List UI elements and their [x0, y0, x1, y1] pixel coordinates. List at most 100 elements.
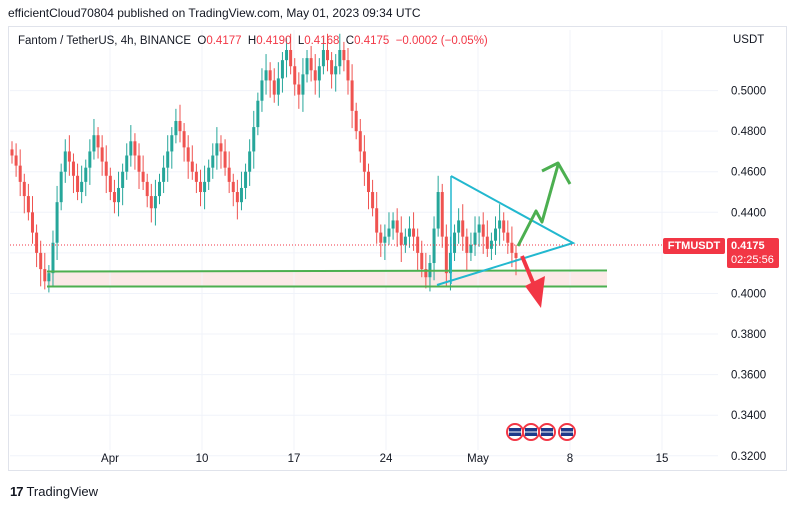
low-value: 0.4168 [304, 35, 340, 47]
candle-body [268, 70, 272, 81]
candle-body [14, 155, 18, 166]
candle-body [174, 121, 178, 136]
candle-body [358, 131, 362, 152]
candle-body [158, 181, 162, 197]
candle-body [514, 252, 518, 258]
candle-series [10, 33, 518, 293]
candle-body [194, 171, 198, 182]
candle-body [289, 50, 293, 67]
candle-body [506, 232, 510, 243]
candle-body [379, 232, 383, 243]
candle-body [84, 167, 88, 182]
candle-body [104, 161, 108, 176]
candle-body [375, 208, 379, 233]
y-tick-label: 0.4400 [731, 207, 766, 219]
candle-body [198, 181, 202, 193]
support-zone [47, 272, 607, 286]
x-tick-label: May [467, 453, 489, 465]
change-value: −0.0002 (−0.05%) [395, 35, 488, 47]
candle-body [326, 50, 330, 61]
y-tick-label: 0.3400 [731, 410, 766, 422]
candle-body [186, 147, 190, 162]
candle-body [112, 192, 116, 203]
symbol-tag: FTMUSDT [663, 238, 725, 254]
bar-countdown: 02:25:56 [731, 254, 774, 266]
us-flag-icon [558, 423, 576, 441]
triangle-pattern[interactable] [436, 175, 576, 286]
candle-body [211, 155, 215, 168]
candle-body [395, 220, 399, 233]
open-value: 0.4177 [206, 35, 242, 47]
candle-body [260, 80, 264, 101]
candle-body [301, 74, 305, 95]
candle-body [350, 80, 354, 111]
candle-body [485, 236, 489, 249]
candle-body [457, 220, 461, 233]
candle-body [141, 171, 145, 182]
candle-body [416, 236, 420, 253]
candle-body [424, 269, 428, 278]
x-tick-label: 17 [288, 453, 301, 465]
open-label: O [197, 35, 207, 47]
bullish-arrow[interactable] [516, 161, 572, 247]
tradingview-logo-icon: 17 [10, 484, 24, 499]
candle-body [297, 84, 301, 95]
candle-body [473, 232, 477, 245]
candle-body [80, 181, 84, 193]
x-axis-labels: Apr 10 17 24 May 8 15 [101, 453, 668, 465]
candle-body [223, 151, 227, 168]
candle-body [55, 202, 59, 243]
x-tick-label: Apr [101, 453, 119, 465]
support-line-top[interactable] [46, 269, 608, 273]
event-flags[interactable] [506, 423, 576, 441]
candle-body [10, 149, 14, 156]
candle-body [399, 232, 403, 245]
candle-body [366, 171, 370, 193]
candle-body [264, 70, 268, 81]
candle-body [354, 110, 358, 132]
candle-body [313, 70, 317, 81]
candle-body [420, 252, 424, 270]
candle-body [18, 165, 22, 182]
candle-body [239, 187, 243, 203]
candle-body [362, 151, 366, 172]
candle-body [252, 127, 256, 152]
candle-body [477, 224, 481, 233]
currency-unit: USDT [733, 34, 765, 46]
candle-body [391, 220, 395, 229]
candle-body [510, 242, 514, 253]
candle-body [125, 155, 129, 172]
candle-body [412, 228, 416, 237]
candle-body [166, 151, 170, 168]
footer-brand[interactable]: 17 TradingView [10, 484, 98, 499]
us-flag-icon [538, 423, 556, 441]
candle-body [88, 151, 92, 168]
candle-body [383, 236, 387, 243]
candle-body [440, 192, 444, 237]
bearish-arrow[interactable] [520, 255, 545, 308]
candle-body [248, 151, 252, 172]
candle-body [403, 236, 407, 245]
candle-body [330, 60, 334, 75]
candle-body [47, 273, 51, 282]
candle-body [121, 171, 125, 188]
candle-body [489, 240, 493, 249]
close-label: C [345, 35, 355, 47]
candle-body [129, 141, 133, 156]
candle-body [26, 196, 30, 213]
y-tick-label: 0.4800 [731, 126, 766, 138]
candle-body [215, 143, 219, 156]
candle-body [170, 135, 174, 152]
candle-body [231, 181, 235, 193]
candle-body [432, 228, 436, 264]
y-tick-label: 0.4600 [731, 167, 766, 179]
x-tick-label: 10 [196, 453, 209, 465]
candle-body [67, 151, 71, 162]
candle-body [137, 155, 141, 172]
close-value: 0.4175 [354, 35, 390, 47]
candle-body [100, 147, 104, 162]
candle-body [346, 60, 350, 81]
x-tick-label: 8 [567, 453, 573, 465]
candle-body [76, 175, 80, 193]
